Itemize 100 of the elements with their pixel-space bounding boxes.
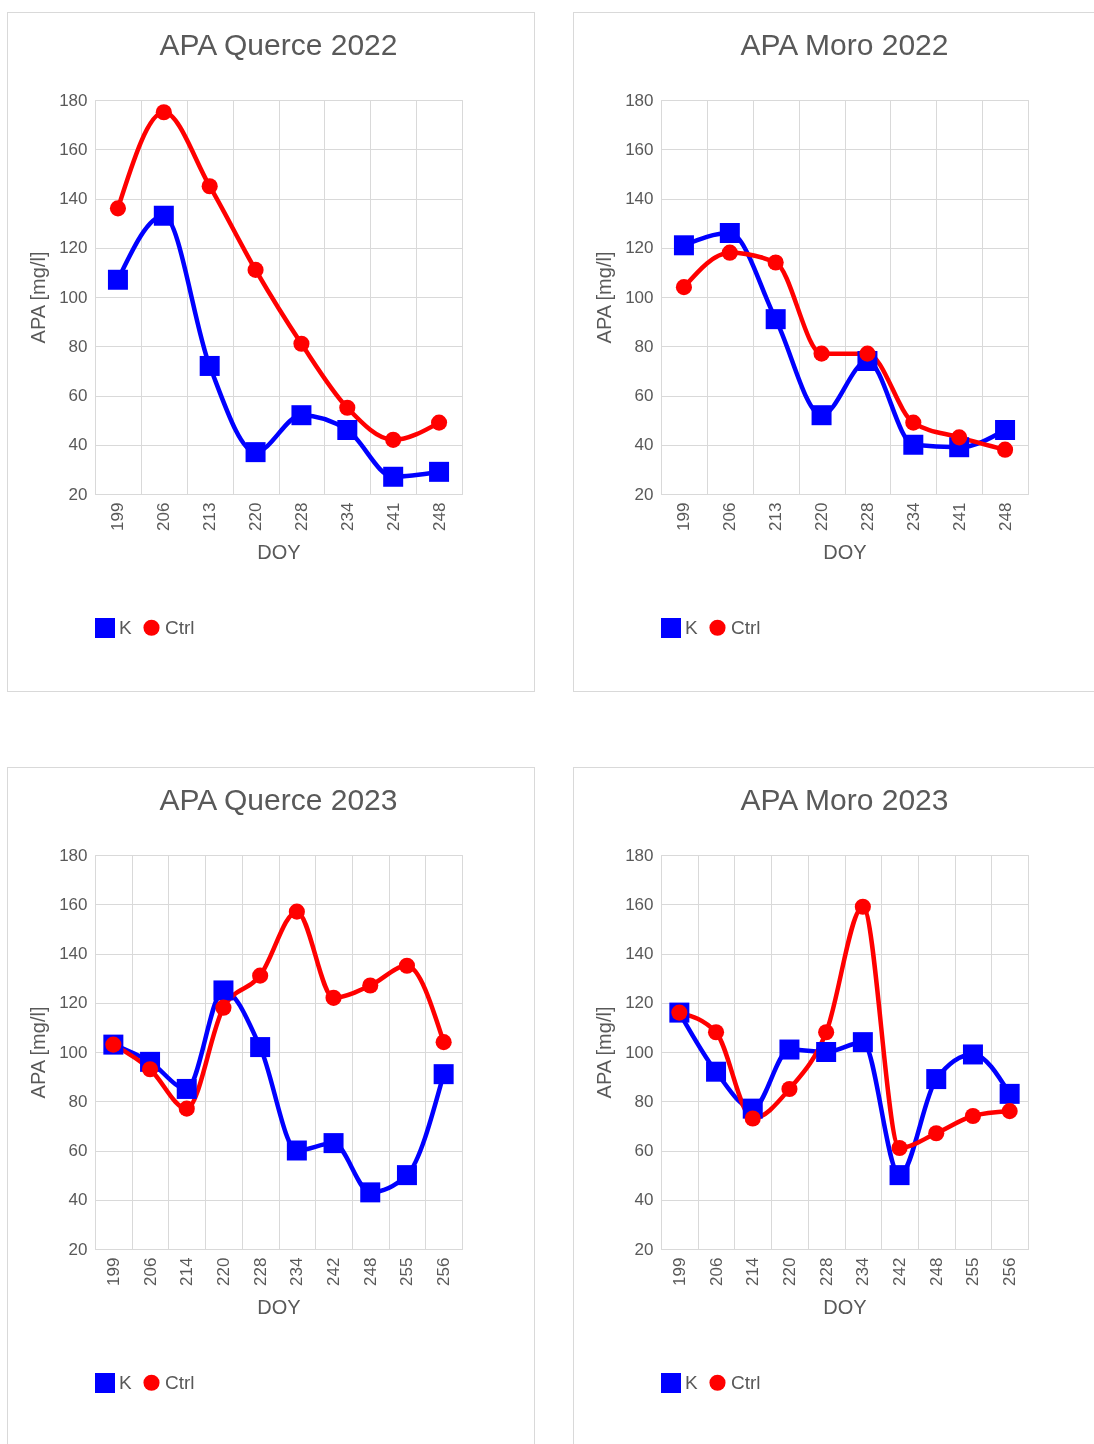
point — [818, 1024, 835, 1041]
point — [673, 235, 694, 256]
y-tick-label: 20 — [68, 1239, 88, 1259]
y-tick-label: 20 — [634, 484, 654, 504]
point — [141, 1061, 159, 1078]
point — [813, 345, 830, 362]
point — [201, 178, 218, 195]
point — [1001, 1103, 1018, 1120]
x-tick-label: 213 — [766, 502, 786, 531]
y-tick-label: 180 — [59, 845, 88, 865]
x-tick-label: 220 — [213, 1257, 233, 1286]
x-tick-label: 255 — [963, 1257, 983, 1286]
y-tick-label: 80 — [68, 336, 88, 356]
legend-label: Ctrl — [165, 616, 195, 638]
x-tick-label: 220 — [779, 1257, 799, 1286]
point — [707, 1024, 725, 1041]
point — [779, 1039, 800, 1060]
y-axis-title: APA [mg/l] — [593, 251, 616, 344]
chart-title: APA Querce 2022 — [159, 28, 398, 61]
point — [926, 1069, 947, 1090]
x-axis-title: DOY — [257, 540, 301, 563]
point — [362, 977, 379, 994]
y-tick-label: 60 — [634, 386, 654, 405]
point — [337, 419, 358, 440]
y-axis-title: APA [mg/l] — [27, 1006, 50, 1099]
point — [153, 205, 174, 226]
point — [215, 999, 232, 1016]
point — [852, 1032, 873, 1053]
y-tick-label: 80 — [634, 336, 654, 356]
y-tick-label: 100 — [625, 1042, 654, 1062]
x-tick-label: 242 — [324, 1257, 344, 1286]
point — [385, 431, 402, 448]
point — [811, 405, 832, 426]
y-axis-title: APA [mg/l] — [593, 1006, 616, 1099]
point — [383, 466, 404, 487]
point — [744, 1110, 761, 1127]
point — [859, 345, 876, 362]
y-tick-label: 160 — [59, 894, 88, 914]
y-tick-label: 180 — [59, 90, 88, 110]
point — [360, 1182, 381, 1203]
point — [323, 1133, 344, 1154]
y-tick-label: 20 — [68, 484, 88, 504]
point — [964, 1107, 982, 1125]
x-tick-label: 214 — [743, 1257, 763, 1286]
y-tick-label: 120 — [625, 238, 654, 258]
point — [178, 1100, 195, 1117]
y-tick-label: 140 — [59, 944, 88, 963]
point — [962, 1044, 983, 1065]
y-tick-label: 160 — [625, 139, 654, 159]
legend-label: Ctrl — [165, 1371, 195, 1393]
legend-label: K — [685, 617, 698, 638]
x-tick-label: 206 — [720, 502, 740, 531]
x-tick-label: 199 — [103, 1257, 123, 1286]
x-tick-label: 248 — [926, 1257, 946, 1286]
point — [905, 414, 922, 431]
y-tick-label: 80 — [68, 1091, 88, 1111]
point — [155, 104, 172, 121]
point — [995, 419, 1016, 440]
point — [250, 1037, 271, 1058]
legend-label: Ctrl — [731, 1371, 761, 1393]
point — [891, 1139, 908, 1157]
x-tick-label: 248 — [429, 502, 449, 531]
y-tick-label: 100 — [625, 287, 654, 307]
point — [765, 309, 786, 330]
legend-label: K — [119, 617, 132, 638]
x-tick-label: 228 — [291, 502, 311, 531]
chart-title: APA Moro 2022 — [740, 28, 949, 61]
x-tick-label: 228 — [857, 502, 877, 531]
point — [288, 903, 305, 920]
x-tick-label: 199 — [669, 1257, 689, 1286]
y-tick-label: 20 — [634, 1239, 654, 1259]
chart-title: APA Moro 2023 — [740, 783, 949, 816]
point — [997, 441, 1014, 458]
y-tick-label: 140 — [625, 944, 654, 963]
point — [247, 261, 264, 278]
legend-label: K — [119, 1372, 132, 1393]
point — [429, 461, 450, 482]
point — [999, 1083, 1020, 1104]
y-tick-label: 80 — [634, 1091, 654, 1111]
x-tick-label: 220 — [812, 502, 832, 531]
x-axis-title: DOY — [823, 1295, 867, 1318]
point — [109, 200, 126, 217]
x-tick-label: 206 — [140, 1257, 160, 1286]
point — [325, 989, 342, 1006]
y-tick-label: 60 — [68, 1141, 88, 1160]
point — [199, 355, 220, 376]
x-tick-label: 214 — [177, 1257, 197, 1286]
x-tick-label: 255 — [397, 1257, 417, 1286]
x-tick-label: 241 — [383, 502, 403, 531]
point — [721, 244, 738, 261]
x-tick-label: 256 — [434, 1257, 454, 1286]
y-axis-title: APA [mg/l] — [27, 251, 50, 344]
point — [107, 269, 128, 290]
y-tick-label: 180 — [625, 845, 654, 865]
y-tick-label: 120 — [625, 993, 654, 1013]
point — [951, 429, 968, 446]
point — [433, 1064, 454, 1085]
y-tick-label: 40 — [68, 1190, 88, 1210]
x-tick-label: 228 — [250, 1257, 270, 1286]
y-tick-label: 160 — [625, 894, 654, 914]
